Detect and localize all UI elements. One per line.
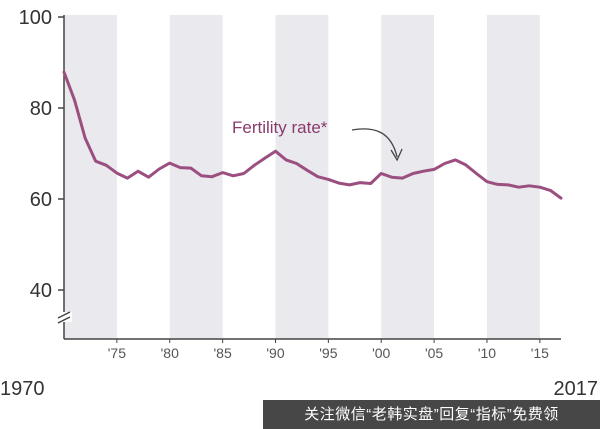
- x-tick-label-1985: '85: [213, 345, 231, 361]
- x-axis-ticks: '75 '80 '85 '90 '95 '00 '05 '10 '15: [108, 339, 549, 361]
- series-annotation: Fertility rate*: [232, 118, 328, 137]
- x-end-label: 2017: [554, 378, 599, 400]
- x-tick-label-2000: '00: [372, 345, 390, 361]
- x-tick-label-2010: '10: [478, 345, 496, 361]
- shaded-band-4: [486, 15, 540, 339]
- x-tick-label-1975: '75: [108, 345, 126, 361]
- x-tick-label-1990: '90: [266, 345, 284, 361]
- watermark-banner: 关注微信“老韩实盘”回复“指标”免费领: [263, 400, 600, 429]
- y-tick-label-60: 60: [30, 189, 52, 211]
- y-tick-label-80: 80: [30, 98, 52, 120]
- y-axis-ticks: 40 60 80 100: [19, 7, 64, 302]
- shaded-band-0: [64, 15, 117, 339]
- fertility-rate-line: [62, 70, 563, 200]
- x-tick-label-2015: '15: [531, 345, 549, 361]
- annotation-arrow: [351, 128, 398, 158]
- x-start-label: 1970: [0, 378, 45, 400]
- annotation-arrowhead: [390, 148, 403, 162]
- y-tick-label-40: 40: [30, 280, 52, 302]
- axis-break-mark: [56, 311, 72, 324]
- y-tick-label-100: 100: [19, 7, 52, 29]
- x-tick-label-1995: '95: [319, 345, 337, 361]
- x-tick-label-1980: '80: [161, 345, 179, 361]
- x-tick-label-2005: '05: [425, 345, 443, 361]
- shaded-bands: [64, 15, 540, 339]
